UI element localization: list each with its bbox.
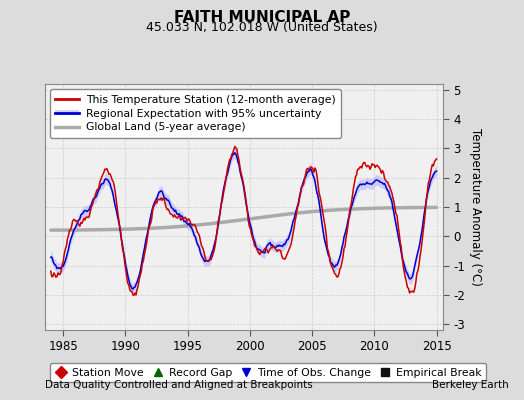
Legend: Station Move, Record Gap, Time of Obs. Change, Empirical Break: Station Move, Record Gap, Time of Obs. C…: [50, 363, 486, 382]
Text: Berkeley Earth: Berkeley Earth: [432, 380, 508, 390]
Text: 45.033 N, 102.018 W (United States): 45.033 N, 102.018 W (United States): [146, 21, 378, 34]
Text: FAITH MUNICIPAL AP: FAITH MUNICIPAL AP: [174, 10, 350, 25]
Text: Data Quality Controlled and Aligned at Breakpoints: Data Quality Controlled and Aligned at B…: [45, 380, 312, 390]
Y-axis label: Temperature Anomaly (°C): Temperature Anomaly (°C): [469, 128, 482, 286]
